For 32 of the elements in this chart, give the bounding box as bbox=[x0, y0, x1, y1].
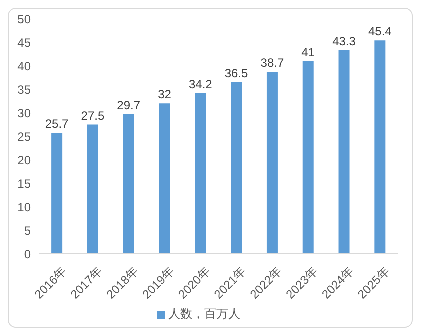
bar bbox=[159, 104, 170, 254]
y-tick-label: 0 bbox=[24, 247, 32, 262]
bar bbox=[123, 114, 134, 254]
data-label: 38.7 bbox=[260, 56, 284, 70]
bar bbox=[302, 61, 314, 254]
data-label: 34.2 bbox=[188, 77, 213, 92]
data-label: 41 bbox=[302, 45, 316, 60]
y-tick-label: 30 bbox=[18, 106, 32, 120]
y-tick-label: 5 bbox=[24, 224, 32, 238]
y-tick-label: 35 bbox=[18, 82, 32, 97]
bar bbox=[338, 50, 350, 254]
data-label: 36.5 bbox=[224, 66, 249, 80]
bar bbox=[374, 40, 386, 254]
data-label: 29.7 bbox=[117, 98, 141, 112]
bar bbox=[195, 93, 206, 254]
y-tick-label: 15 bbox=[18, 176, 32, 191]
data-label: 27.5 bbox=[81, 108, 105, 123]
bar bbox=[266, 72, 278, 254]
bar bbox=[52, 133, 63, 254]
legend-label: 人数，百万人 bbox=[168, 307, 240, 321]
y-tick-label: 10 bbox=[18, 200, 32, 214]
data-label: 45.4 bbox=[368, 24, 392, 39]
bar bbox=[87, 124, 98, 254]
bar bbox=[231, 82, 242, 254]
data-label: 43.3 bbox=[332, 34, 356, 48]
data-label: 32 bbox=[158, 88, 172, 102]
y-tick-label: 20 bbox=[18, 153, 32, 168]
y-tick-label: 40 bbox=[18, 59, 32, 74]
data-label: 25.7 bbox=[45, 117, 70, 132]
y-tick-label: 50 bbox=[18, 12, 32, 26]
y-tick-label: 45 bbox=[18, 36, 32, 50]
y-tick-label: 25 bbox=[18, 130, 32, 144]
